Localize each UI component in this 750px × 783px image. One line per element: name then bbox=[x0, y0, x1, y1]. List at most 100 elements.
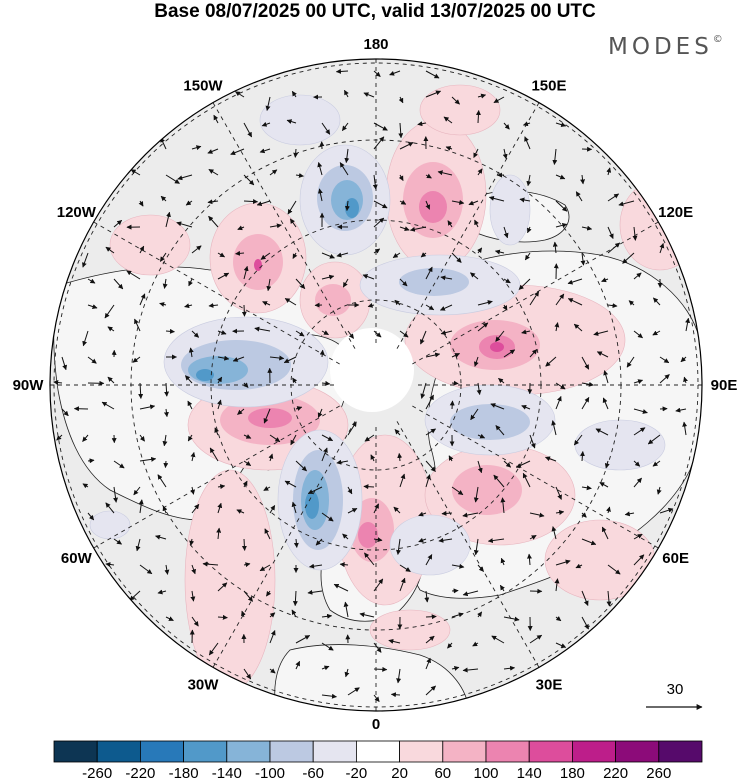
wind-arrow bbox=[243, 668, 252, 680]
wind-arrow bbox=[626, 356, 635, 368]
longitude-label: 60E bbox=[662, 550, 689, 567]
wind-arrow bbox=[342, 278, 349, 288]
wind-arrow bbox=[266, 278, 272, 292]
wind-arrow bbox=[656, 486, 662, 495]
wind-arrow bbox=[373, 70, 381, 77]
colorbar-tick-label: -20 bbox=[346, 765, 368, 782]
wind-arrow bbox=[425, 394, 434, 410]
wind-arrow bbox=[321, 434, 334, 442]
wind-arrow bbox=[449, 400, 455, 410]
wind-arrow bbox=[191, 564, 196, 575]
wind-arrow bbox=[425, 70, 440, 79]
wind-arrow bbox=[295, 172, 304, 178]
wind-arrow bbox=[659, 374, 670, 384]
wind-arrow bbox=[521, 405, 531, 410]
wind-arrow bbox=[581, 225, 593, 231]
wind-arrow bbox=[213, 114, 219, 124]
wind-arrow bbox=[555, 200, 568, 212]
wind-arrow bbox=[139, 434, 145, 442]
wind-arrow bbox=[555, 642, 567, 648]
wind-arrow bbox=[603, 370, 609, 384]
wind-arrow bbox=[191, 616, 199, 627]
wind-arrow bbox=[417, 121, 427, 127]
wind-arrow bbox=[241, 538, 247, 551]
wind-arrow bbox=[425, 352, 441, 358]
wind-arrow bbox=[243, 122, 253, 138]
wind-arrow bbox=[217, 272, 230, 280]
wind-arrow bbox=[425, 173, 432, 179]
wind-arrow bbox=[495, 425, 505, 436]
wind-arrow bbox=[573, 434, 583, 446]
wind-arrow bbox=[343, 89, 349, 98]
wind-arrow bbox=[493, 96, 505, 104]
wind-arrow bbox=[601, 526, 609, 540]
wind-arrow bbox=[633, 408, 648, 414]
wind-arrow bbox=[105, 562, 115, 567]
wind-arrow bbox=[581, 396, 590, 410]
wind-arrow bbox=[488, 195, 505, 202]
wind-arrow bbox=[284, 480, 297, 488]
wind-arrow bbox=[477, 93, 487, 99]
wind-arrow bbox=[545, 456, 557, 462]
wind-arrow bbox=[477, 300, 493, 306]
wind-arrow bbox=[606, 590, 612, 607]
wind-arrow bbox=[87, 512, 95, 521]
wind-arrow bbox=[581, 485, 592, 491]
wind-arrow bbox=[490, 403, 505, 410]
colorbar-swatch bbox=[139, 740, 184, 763]
wind-arrow bbox=[503, 278, 511, 284]
wind-arrow bbox=[491, 635, 505, 644]
wind-arrow bbox=[243, 562, 251, 568]
wind-arrow bbox=[418, 511, 427, 517]
wind-arrow bbox=[439, 304, 453, 311]
wind-arrow bbox=[593, 330, 609, 336]
wind-arrow bbox=[321, 613, 333, 619]
wind-arrow bbox=[394, 299, 401, 306]
wind-arrow bbox=[581, 381, 594, 387]
wind-arrow bbox=[477, 433, 486, 439]
wind-arrow bbox=[295, 278, 306, 290]
wind-arrow bbox=[321, 665, 330, 671]
wind-arrow bbox=[347, 687, 360, 696]
wind-arrow bbox=[447, 642, 453, 649]
wind-arrow bbox=[104, 304, 115, 319]
wind-arrow bbox=[87, 458, 95, 464]
wind-arrow bbox=[373, 122, 388, 131]
wind-arrow bbox=[555, 486, 562, 500]
wind-arrow bbox=[237, 225, 245, 231]
wind-arrow bbox=[567, 278, 583, 285]
wind-arrow bbox=[342, 533, 349, 540]
wind-arrow bbox=[319, 349, 325, 358]
wind-arrow bbox=[618, 200, 635, 207]
wind-arrow bbox=[518, 278, 531, 290]
wind-arrow bbox=[425, 266, 433, 280]
wind-arrow bbox=[189, 538, 195, 546]
wind-arrow bbox=[451, 199, 465, 205]
wind-arrow bbox=[606, 506, 611, 514]
wind-arrow bbox=[451, 252, 462, 263]
colorbar-tick-label: -60 bbox=[302, 765, 324, 782]
wind-arrow bbox=[503, 226, 509, 239]
wind-arrow bbox=[476, 382, 482, 396]
wind-arrow bbox=[315, 538, 323, 546]
wind-arrow bbox=[373, 578, 384, 592]
wind-arrow bbox=[132, 356, 141, 363]
wind-arrow bbox=[243, 174, 255, 186]
wind-arrow bbox=[367, 302, 375, 308]
wind-arrow bbox=[524, 136, 531, 150]
brand-logo: MODES© bbox=[608, 34, 723, 60]
wind-arrow bbox=[373, 217, 385, 228]
wind-arrow bbox=[269, 169, 278, 176]
wind-arrow bbox=[633, 379, 644, 384]
wind-arrow bbox=[515, 460, 531, 468]
wind-arrow bbox=[269, 630, 276, 644]
wind-arrow bbox=[295, 330, 305, 337]
wind-arrow bbox=[185, 200, 193, 206]
wind-arrow bbox=[243, 434, 252, 439]
wind-arrow bbox=[425, 635, 435, 644]
wind-arrow bbox=[105, 502, 115, 514]
wind-arrow bbox=[604, 460, 610, 469]
wind-arrow bbox=[243, 198, 259, 204]
longitude-label: 90W bbox=[13, 377, 45, 394]
wind-arrow bbox=[396, 668, 402, 684]
